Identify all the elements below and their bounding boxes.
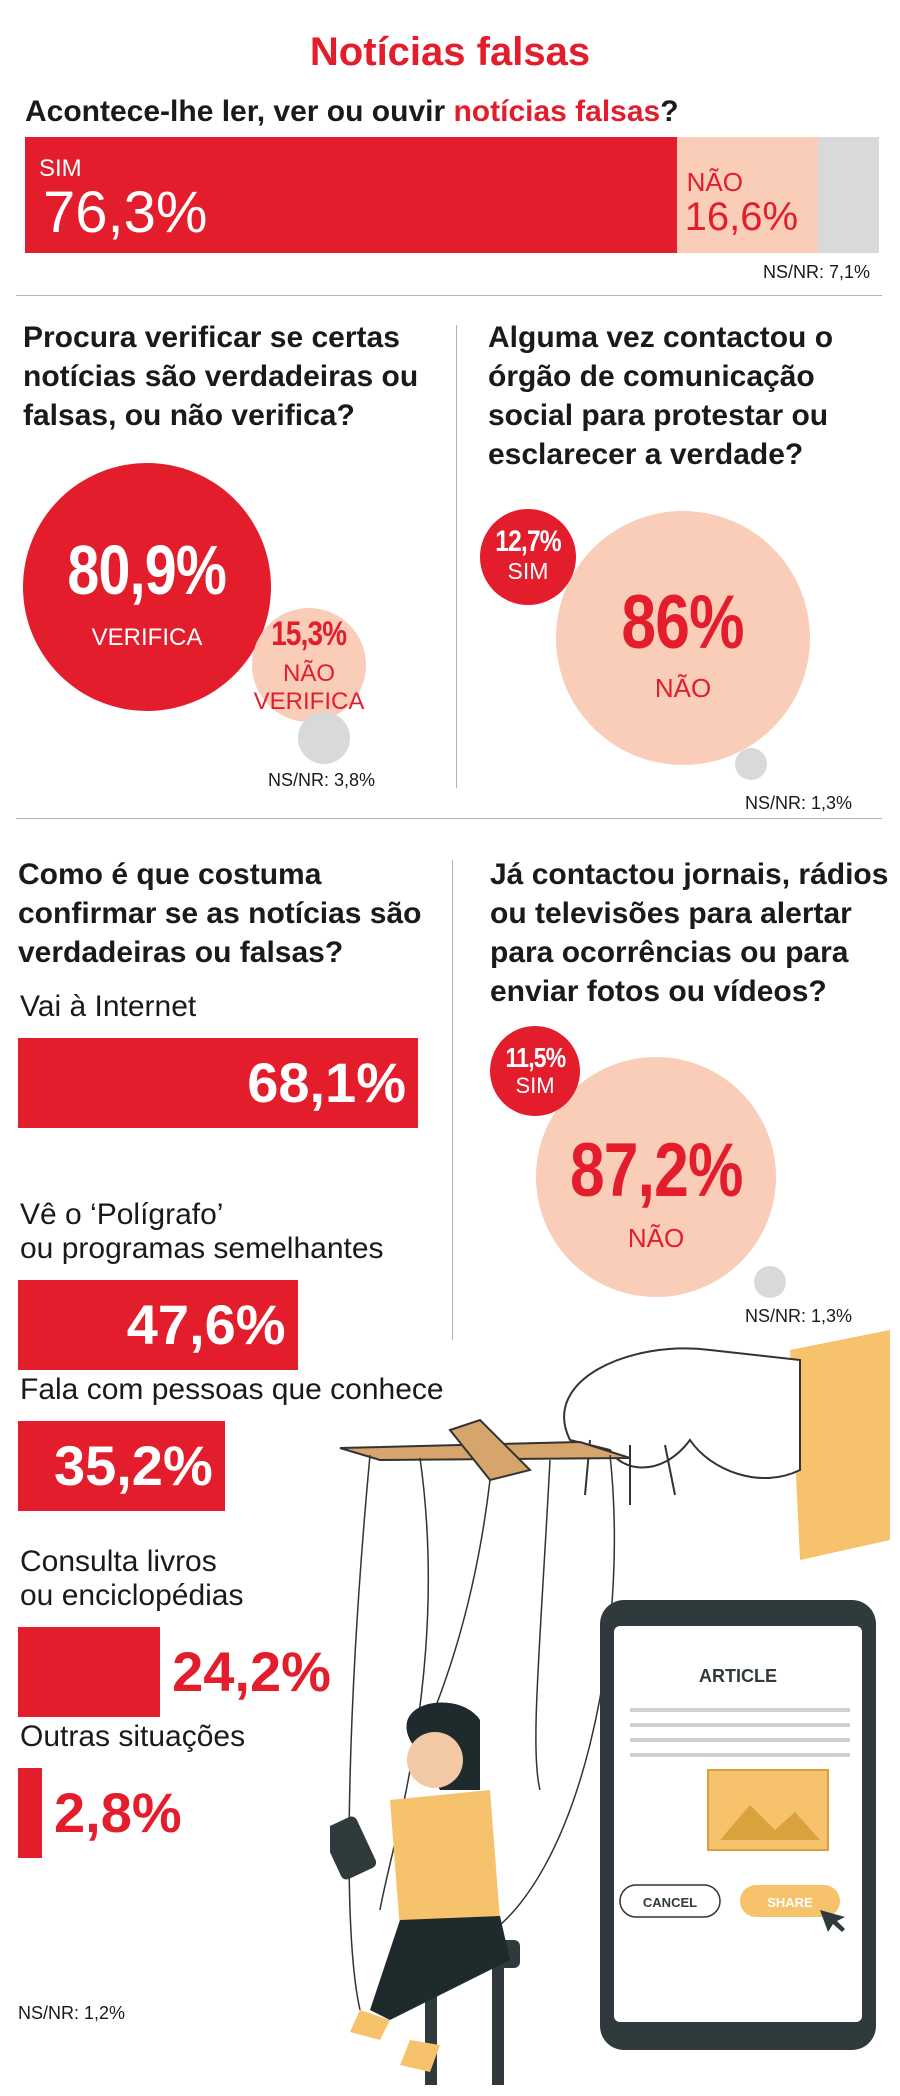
q3-nao-circle xyxy=(556,511,810,765)
divider xyxy=(16,818,882,819)
q3-sim-label: SIM xyxy=(507,558,549,584)
hand-shape xyxy=(563,1347,801,1479)
q3-sim-circle xyxy=(480,509,576,605)
q2-nao-verifica-label-1: NÃO xyxy=(282,660,335,687)
q5-nao-value: 87,2% xyxy=(569,1128,743,1213)
share-label: SHARE xyxy=(767,1895,813,1910)
q4-bar-value: 68,1% xyxy=(247,1051,406,1114)
q4-bar-label: Consulta livros xyxy=(20,1545,217,1578)
q5-nsnr-circle xyxy=(754,1266,786,1298)
puppet-illustration: ARTICLE CANCEL SHARE xyxy=(330,1330,890,2085)
q4-bar-label: Outras situações xyxy=(20,1720,246,1753)
q3-nao-value: 86% xyxy=(621,580,745,665)
q4-bar-label: Vê o ‘Polígrafo’ xyxy=(20,1198,224,1231)
mountain-icon xyxy=(720,1805,820,1840)
q4-bar-value: 2,8% xyxy=(54,1781,182,1844)
person-shirt xyxy=(390,1790,500,1930)
q1-stacked-bar: SIM 76,3% NÃO 16,6% xyxy=(25,137,879,253)
q1-nao-label: NÃO xyxy=(686,167,743,197)
q3-nsnr-circle xyxy=(735,748,767,780)
sleeve-shape xyxy=(790,1330,890,1560)
q4-bar xyxy=(18,1280,298,1370)
q5-nao-circle xyxy=(536,1057,776,1297)
q4-bar-value: 35,2% xyxy=(53,1434,213,1497)
q1-bar-nao: NÃO 16,6% xyxy=(676,137,819,253)
divider xyxy=(16,295,882,296)
q4-question: Como é que costuma confirmar se as notíc… xyxy=(18,858,422,969)
q2-nao-verifica-circle xyxy=(252,608,366,722)
q1-question-prefix: Acontece-lhe ler, ver ou ouvir xyxy=(25,95,454,128)
q3-nao-label: NÃO xyxy=(654,673,712,703)
q5-question: Já contactou jornais, rádios ou televisõ… xyxy=(490,858,889,1008)
person-legs xyxy=(370,1916,510,2020)
q1-nao-value: 16,6% xyxy=(684,195,799,239)
q5-sim-circle xyxy=(490,1026,580,1116)
q4-bar xyxy=(18,1038,418,1128)
q2-verifica-value: 80,9% xyxy=(67,531,227,609)
q2-verifica-label: VERIFICA xyxy=(91,624,203,651)
q1-bar-sim: SIM 76,3% xyxy=(25,137,677,253)
person-face xyxy=(407,1732,463,1788)
phone-icon xyxy=(330,1816,377,1880)
q2-verifica-circle xyxy=(23,463,271,711)
cancel-button xyxy=(619,1884,721,1918)
q3-sim-value: 12,7% xyxy=(495,525,561,558)
q1-question: Acontece-lhe ler, ver ou ouvir notícias … xyxy=(25,92,885,131)
control-bar-cross xyxy=(448,1418,532,1482)
q4-nsnr: NS/NR: 1,2% xyxy=(18,2003,126,2023)
divider xyxy=(452,860,453,1340)
q5-sim-label: SIM xyxy=(515,1073,555,1098)
q4-bar-label: ou enciclopédias xyxy=(20,1579,244,1612)
q4-bar-value: 47,6% xyxy=(126,1293,286,1356)
q2-nsnr-circle xyxy=(298,712,350,764)
q4-bar xyxy=(18,1421,225,1511)
article-lines xyxy=(630,1708,850,1757)
q1-question-highlight: notícias falsas xyxy=(453,95,661,128)
q4-bar-chart: Vai à Internet 68,1% Vê o ‘Polígrafo’ ou pr… xyxy=(18,990,444,1858)
q4-bar-label: ou programas semelhantes xyxy=(20,1232,384,1265)
q4-bar-value: 24,2% xyxy=(172,1640,331,1703)
q5-nsnr: NS/NR: 1,3% xyxy=(745,1306,853,1326)
q5-sim-value: 11,5% xyxy=(505,1042,566,1073)
q1-sim-value: 76,3% xyxy=(43,180,208,245)
q4-bar-label: Vai à Internet xyxy=(20,990,197,1023)
q2-nsnr: NS/NR: 3,8% xyxy=(268,770,376,790)
q2-question: Procura verificar se certas notícias são… xyxy=(23,321,419,432)
article-label: ARTICLE xyxy=(699,1666,777,1686)
q1-bar-nsnr xyxy=(818,137,879,253)
q3-nsnr: NS/NR: 1,3% xyxy=(745,793,853,813)
q3-question: Alguma vez contactou o órgão de comunica… xyxy=(488,321,834,471)
cursor-icon xyxy=(820,1910,845,1932)
person-shoe xyxy=(400,2040,440,2072)
page-title: Notícias falsas xyxy=(309,30,591,74)
q4-bar-label: Fala com pessoas que conhece xyxy=(20,1373,444,1406)
q2-nao-verifica-label-2: VERIFICA xyxy=(253,688,365,715)
person-shoe xyxy=(350,2010,390,2040)
cancel-label: CANCEL xyxy=(643,1895,697,1910)
q1-sim-label: SIM xyxy=(39,155,82,182)
q2-nao-verifica-value: 15,3% xyxy=(271,615,348,653)
q4-bar xyxy=(18,1768,42,1858)
share-button xyxy=(740,1885,840,1917)
stool-leg xyxy=(492,1965,504,2085)
q4-bar xyxy=(18,1627,161,1717)
q1-question-suffix: ? xyxy=(660,95,679,128)
q5-nao-label: NÃO xyxy=(627,1223,685,1253)
divider xyxy=(456,325,457,788)
q1-nsnr: NS/NR: 7,1% xyxy=(762,262,870,282)
